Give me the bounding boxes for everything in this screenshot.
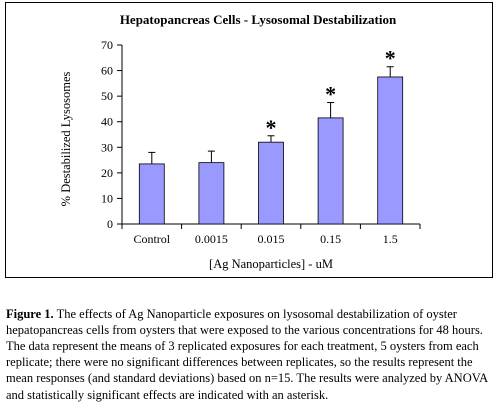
bar-0.015 [258,141,284,225]
bar-0.15 [317,117,344,225]
x-tick-label: 0.15 [320,232,341,246]
significance-asterisk: * [266,115,277,140]
x-tick-label: 1.5 [383,232,398,246]
y-tick-label: 50 [101,89,113,103]
y-tick-label: 40 [101,115,113,129]
figure-frame: Hepatopancreas Cells - Lysosomal Destabi… [5,2,493,278]
bar-chart: Hepatopancreas Cells - Lysosomal Destabi… [59,12,421,271]
y-tick-label: 0 [107,217,113,231]
caption-text: The effects of Ag Nanoparticle exposures… [6,306,488,402]
y-tick-label: 10 [101,191,113,205]
bar-1.5 [377,76,404,225]
y-tick-label: 70 [101,38,113,52]
chart-title: Hepatopancreas Cells - Lysosomal Destabi… [120,12,397,27]
y-tick-label: 60 [101,64,113,78]
x-tick-label: Control [133,232,170,246]
significance-asterisk: * [385,46,396,71]
x-tick-label: 0.0015 [195,232,228,246]
bar-0.0015 [198,162,225,225]
significance-asterisk: * [325,82,336,107]
plot-area: 0 10 20 30 40 50 60 70 Control 0.0015 * 0.015 * 0.15 *… [101,38,421,246]
caption-label: Figure 1. [6,306,54,321]
bar-Control [138,163,165,225]
x-tick-label: 0.015 [258,232,285,246]
figure-caption: Figure 1. The effects of Ag Nanoparticle… [6,306,494,403]
y-tick-label: 20 [101,166,113,180]
y-tick-label: 30 [101,140,113,154]
x-axis-label: [Ag Nanoparticles] - uM [209,257,333,271]
y-axis-label: % Destabilized Lysosomes [59,72,73,207]
